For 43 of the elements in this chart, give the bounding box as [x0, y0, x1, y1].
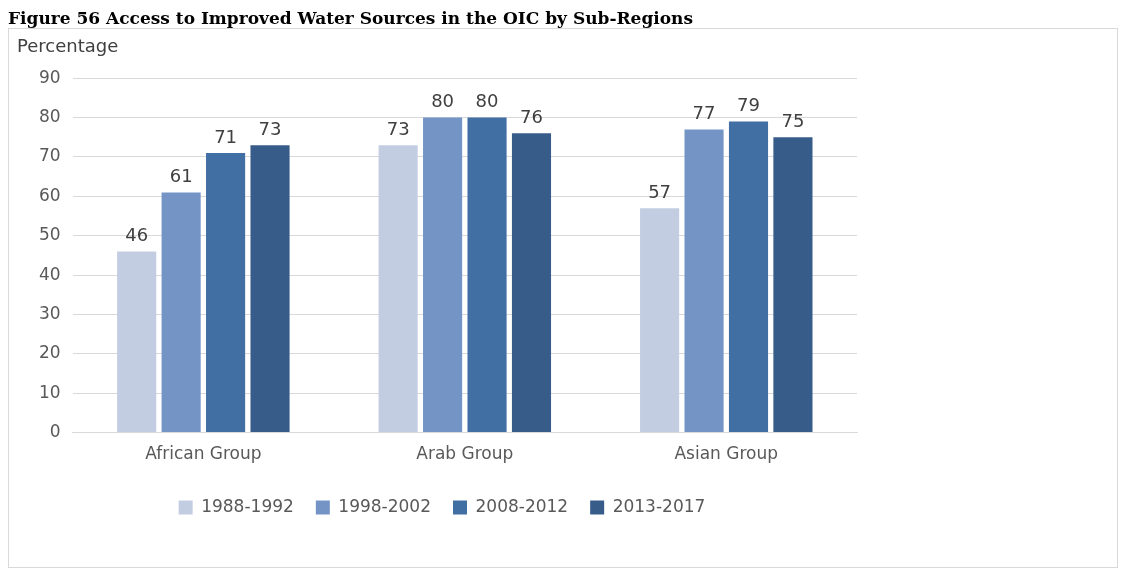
y-tick-label: 60 — [38, 184, 61, 205]
y-tick-label: 30 — [38, 302, 61, 323]
y-tick-label: 90 — [38, 66, 61, 87]
legend-label: 1998-2002 — [338, 495, 432, 516]
chart-title: Figure 56 Access to Improved Water Sources in the OIC by Sub-Regions — [8, 8, 694, 28]
data-label: 46 — [125, 224, 149, 246]
y-tick-label: 70 — [38, 145, 61, 166]
y-axis-title: Percentage — [17, 35, 120, 56]
y-tick-label: 80 — [38, 106, 61, 126]
bar — [117, 251, 157, 433]
data-label: 79 — [737, 94, 760, 116]
bar — [467, 117, 507, 433]
legend-label: 2008-2012 — [475, 495, 569, 516]
legend-label: 1988-1992 — [201, 495, 294, 516]
data-label: 80 — [431, 90, 455, 112]
data-label: 71 — [214, 125, 238, 147]
bar — [684, 129, 724, 433]
bar — [378, 145, 418, 433]
bar — [511, 133, 552, 433]
y-tick-label: 40 — [38, 263, 61, 284]
bar — [161, 192, 201, 433]
data-label: 76 — [520, 106, 543, 127]
bar — [728, 121, 769, 433]
y-tick-label: 0 — [49, 421, 61, 442]
x-tick-label: Asian Group — [674, 443, 779, 464]
bar — [206, 153, 246, 433]
bar — [423, 117, 463, 433]
data-label: 73 — [258, 117, 282, 139]
data-label: 61 — [169, 165, 193, 187]
data-label: 57 — [648, 180, 672, 202]
bar — [250, 145, 290, 433]
data-label: 73 — [386, 117, 410, 139]
bar — [773, 137, 813, 433]
data-label: 77 — [692, 102, 716, 124]
data-label: 80 — [475, 90, 499, 112]
x-tick-label: African Group — [145, 443, 262, 464]
legend-label: 2013-2017 — [612, 495, 706, 516]
y-tick-label: 20 — [38, 342, 61, 363]
data-label: 75 — [781, 109, 805, 131]
x-tick-label: Arab Group — [416, 443, 514, 464]
bar — [640, 208, 680, 433]
y-tick-label: 50 — [38, 224, 61, 245]
y-tick-label: 10 — [38, 381, 61, 402]
